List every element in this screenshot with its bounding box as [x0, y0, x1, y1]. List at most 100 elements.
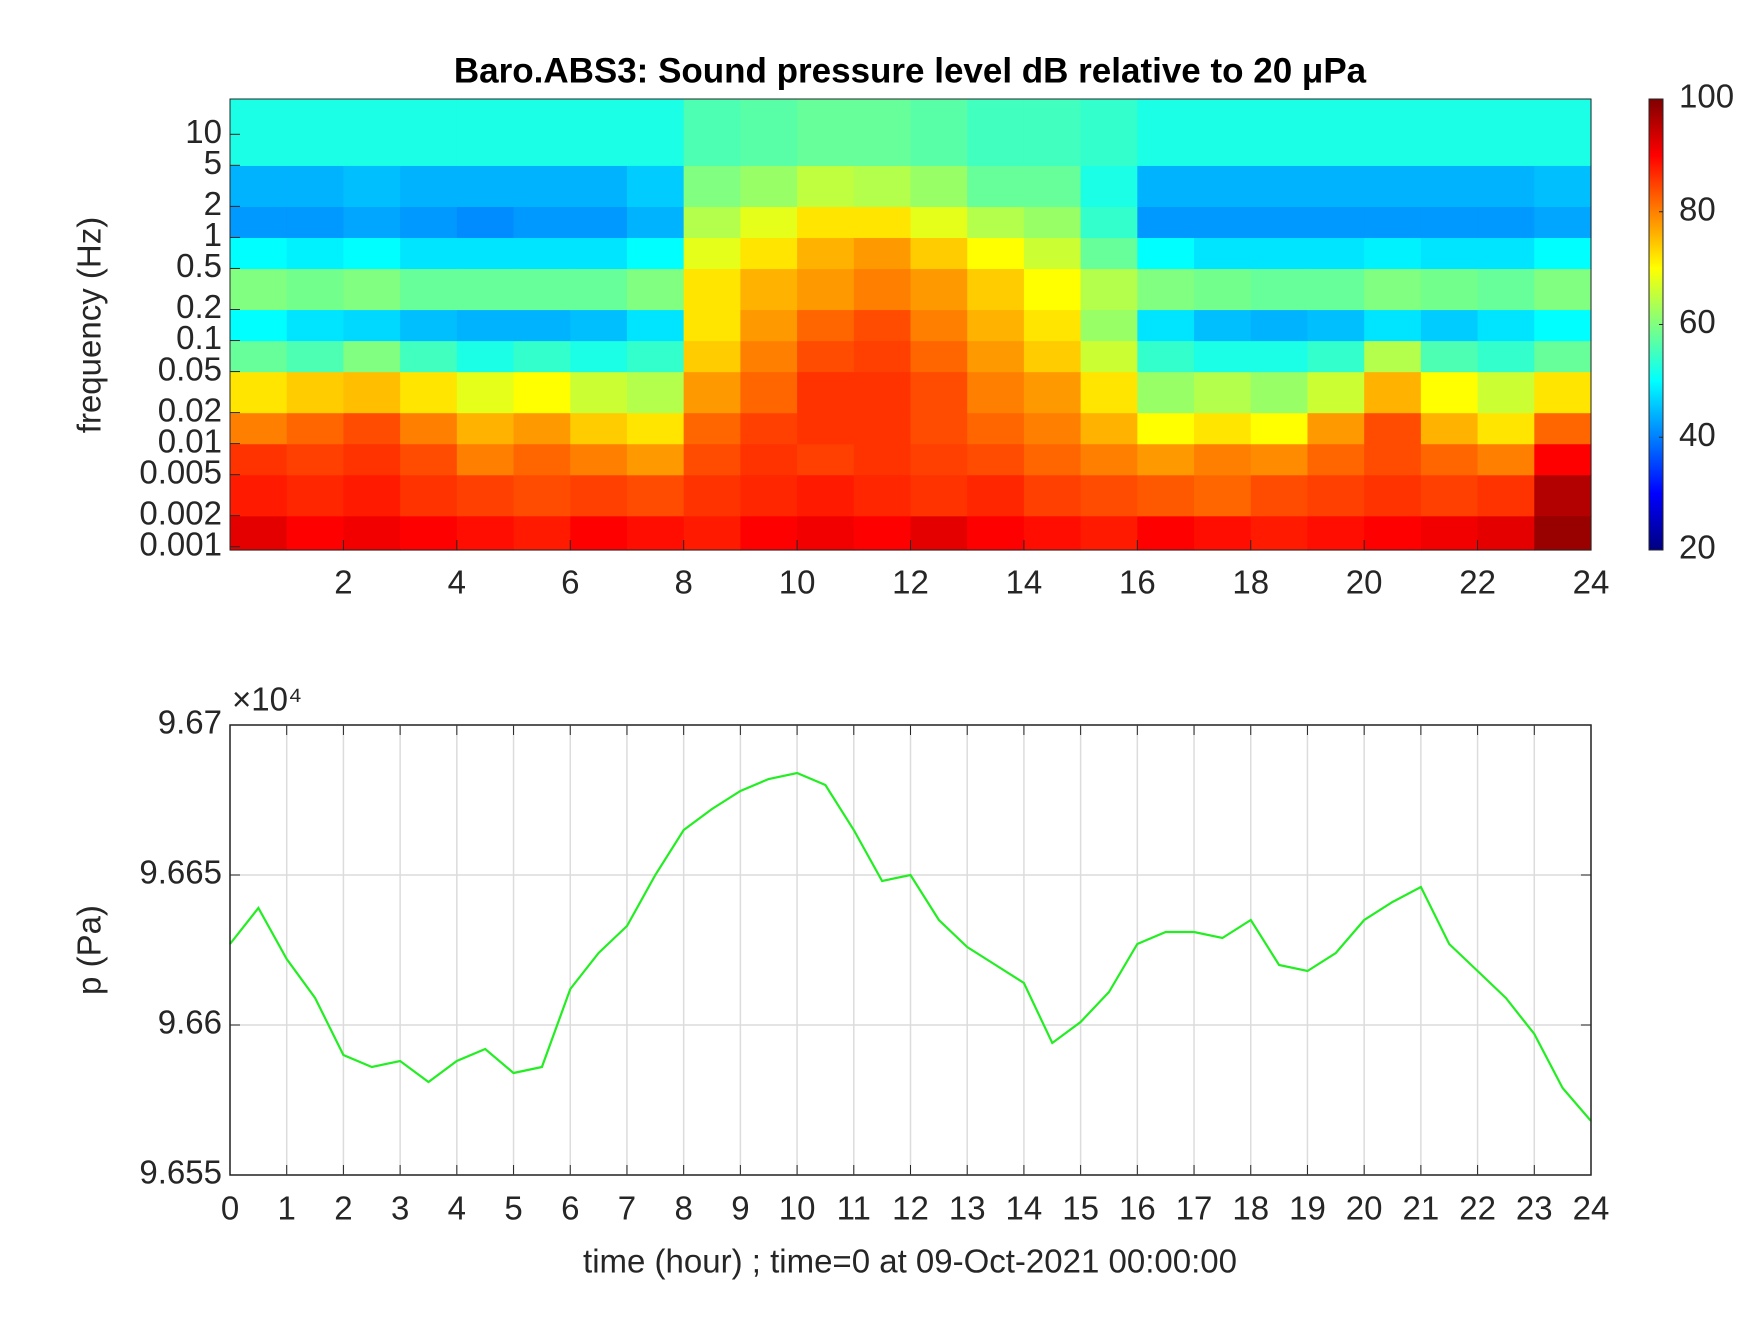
heat-cell — [1250, 412, 1309, 445]
heat-cell — [1250, 165, 1309, 207]
heat-cell — [1420, 443, 1479, 476]
heat-cell — [683, 99, 741, 166]
x-tick-label: 19 — [1289, 1190, 1326, 1227]
heat-cell — [1194, 340, 1252, 373]
heat-cell — [400, 237, 458, 270]
x-tick-label: 20 — [1346, 564, 1383, 601]
x-tick-label: 4 — [448, 564, 466, 601]
heat-cell — [286, 165, 345, 207]
heat-cell — [740, 515, 798, 551]
heat-cell — [626, 371, 685, 414]
heat-cell — [1137, 268, 1195, 311]
y-tick-label: 0.005 — [139, 453, 222, 490]
x-tick-label: 6 — [561, 564, 579, 601]
heat-cell — [626, 99, 685, 166]
heat-cell — [740, 474, 798, 517]
heat-cell — [1137, 371, 1195, 414]
heat-cell — [1250, 443, 1309, 476]
heat-cell — [343, 371, 401, 414]
heat-cell — [967, 515, 1025, 551]
heat-cell — [740, 309, 798, 342]
heat-cell — [1307, 340, 1365, 373]
x-tick-label: 21 — [1403, 1190, 1440, 1227]
heat-cell — [1023, 340, 1082, 373]
heat-cell — [1080, 371, 1138, 414]
heat-cell — [1194, 371, 1252, 414]
heat-cell — [343, 474, 401, 517]
x-tick-label: 10 — [779, 564, 816, 601]
heat-cell — [1307, 443, 1365, 476]
x-tick-label: 18 — [1232, 564, 1269, 601]
heat-cell — [967, 371, 1025, 414]
heat-cell — [853, 412, 912, 445]
heat-cell — [570, 99, 628, 166]
heat-cell — [1307, 206, 1365, 239]
x-tick-label: 1 — [278, 1190, 296, 1227]
heat-cell — [1080, 165, 1138, 207]
heat-cell — [1137, 443, 1195, 476]
heat-cell — [1534, 474, 1592, 517]
heat-cell — [513, 165, 571, 207]
heat-cell — [1477, 165, 1535, 207]
heat-cell — [910, 165, 968, 207]
y-tick-label: 0.002 — [139, 494, 222, 531]
heat-cell — [1080, 206, 1138, 239]
heat-cell — [1534, 268, 1592, 311]
heat-cell — [853, 268, 912, 311]
heat-cell — [1137, 99, 1195, 166]
heat-cell — [1250, 309, 1309, 342]
heat-cell — [343, 99, 401, 166]
x-tick-label: 15 — [1062, 1190, 1099, 1227]
heat-cell — [343, 340, 401, 373]
heat-cell — [1534, 412, 1592, 445]
heat-cell — [910, 340, 968, 373]
heat-cell — [1137, 206, 1195, 239]
heat-cell — [1194, 474, 1252, 517]
heat-cell — [286, 206, 345, 239]
y-tick-label: 9.665 — [139, 854, 222, 891]
heat-cell — [286, 474, 345, 517]
heat-cell — [1420, 237, 1479, 270]
heat-cell — [910, 206, 968, 239]
heat-cell — [797, 237, 855, 270]
heat-cell — [910, 99, 968, 166]
heat-cell — [910, 443, 968, 476]
heat-cell — [1534, 99, 1592, 166]
heat-cell — [570, 206, 628, 239]
heat-cell — [853, 99, 912, 166]
heat-cell — [400, 340, 458, 373]
x-tick-label: 2 — [334, 1190, 352, 1227]
heat-cell — [1023, 237, 1082, 270]
heat-cell — [1307, 412, 1365, 445]
data-line — [229, 771, 1592, 1122]
heat-cell — [1477, 268, 1535, 311]
heat-cell — [683, 165, 741, 207]
x-tick-label: 9 — [731, 1190, 749, 1227]
heat-cell — [967, 474, 1025, 517]
heat-cell — [1307, 309, 1365, 342]
heat-cell — [1023, 412, 1082, 445]
heat-cell — [1477, 443, 1535, 476]
heat-cell — [230, 443, 288, 476]
heat-cell — [570, 340, 628, 373]
heat-cell — [456, 340, 515, 373]
heat-cell — [683, 371, 741, 414]
heat-cell — [230, 99, 288, 166]
heat-cell — [626, 206, 685, 239]
heat-cell — [1250, 474, 1309, 517]
heat-cell — [456, 309, 515, 342]
heat-cell — [343, 268, 401, 311]
heat-cell — [1080, 268, 1138, 311]
heat-cell — [513, 412, 571, 445]
x-tick-label: 11 — [837, 1190, 871, 1227]
heat-cell — [1307, 237, 1365, 270]
y-tick-label: 1 — [204, 216, 222, 253]
heat-cell — [1080, 443, 1138, 476]
heat-cell — [1477, 206, 1535, 239]
y-axis-label: frequency (Hz) — [71, 217, 108, 433]
heat-cell — [1194, 99, 1252, 166]
heat-cell — [1023, 474, 1082, 517]
y-tick-label: 9.66 — [158, 1004, 222, 1041]
heat-cell — [456, 515, 515, 551]
